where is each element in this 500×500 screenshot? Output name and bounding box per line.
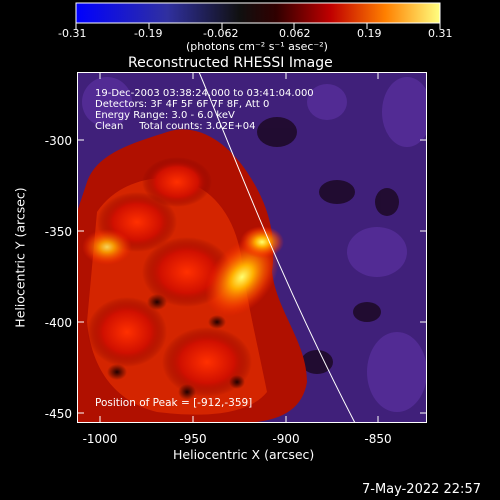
- purple-texture: [82, 77, 427, 412]
- colorbar-area: [75, 2, 441, 29]
- x-tick-label: -850: [364, 432, 392, 446]
- colorbar-tick-3: 0.062: [279, 27, 311, 40]
- colorbar-tick-2: -0.062: [203, 27, 239, 40]
- colorbar-units: (photons cm⁻² s⁻¹ asec⁻²): [186, 40, 328, 53]
- y-tick-label: -350: [44, 225, 72, 239]
- colorbar: [75, 2, 441, 24]
- info-clean-counts: Clean Total counts: 3.02E+04: [95, 121, 256, 132]
- dark-texture: [257, 117, 399, 374]
- x-tick-label: -950: [179, 432, 207, 446]
- y-tick-label: -450: [44, 407, 72, 421]
- flare-peak: [82, 226, 284, 317]
- peak-position-label: Position of Peak = [-912,-359]: [95, 397, 253, 409]
- y-axis-label: Heliocentric Y (arcsec): [12, 187, 28, 328]
- x-axis-label: Heliocentric X (arcsec): [173, 447, 315, 462]
- emission-dark-spots: [107, 294, 245, 400]
- colorbar-tick-4: 0.19: [357, 27, 382, 40]
- rhessi-image: [77, 72, 427, 423]
- colorbar-tick-1: -0.19: [134, 27, 163, 40]
- y-tick-label: -400: [44, 316, 72, 330]
- x-tick-label: -1000: [82, 432, 118, 446]
- colorbar-tick-5: 0.31: [428, 27, 453, 40]
- info-detectors: Detectors: 3F 4F 5F 6F 7F 8F, Att 0: [95, 99, 270, 110]
- colorbar-tick-0: -0.31: [58, 27, 87, 40]
- solar-limb: [198, 72, 356, 423]
- plot-title: Reconstructed RHESSI Image: [128, 55, 333, 71]
- plot-frame: [77, 72, 427, 423]
- info-time-range: 19-Dec-2003 03:38:24.000 to 03:41:04.000: [95, 88, 314, 99]
- x-tick-label: -900: [272, 432, 300, 446]
- info-energy-range: Energy Range: 3.0 - 6.0 keV: [95, 110, 235, 121]
- y-tick-label: -300: [44, 134, 72, 148]
- timestamp: 7-May-2022 22:57: [362, 482, 481, 497]
